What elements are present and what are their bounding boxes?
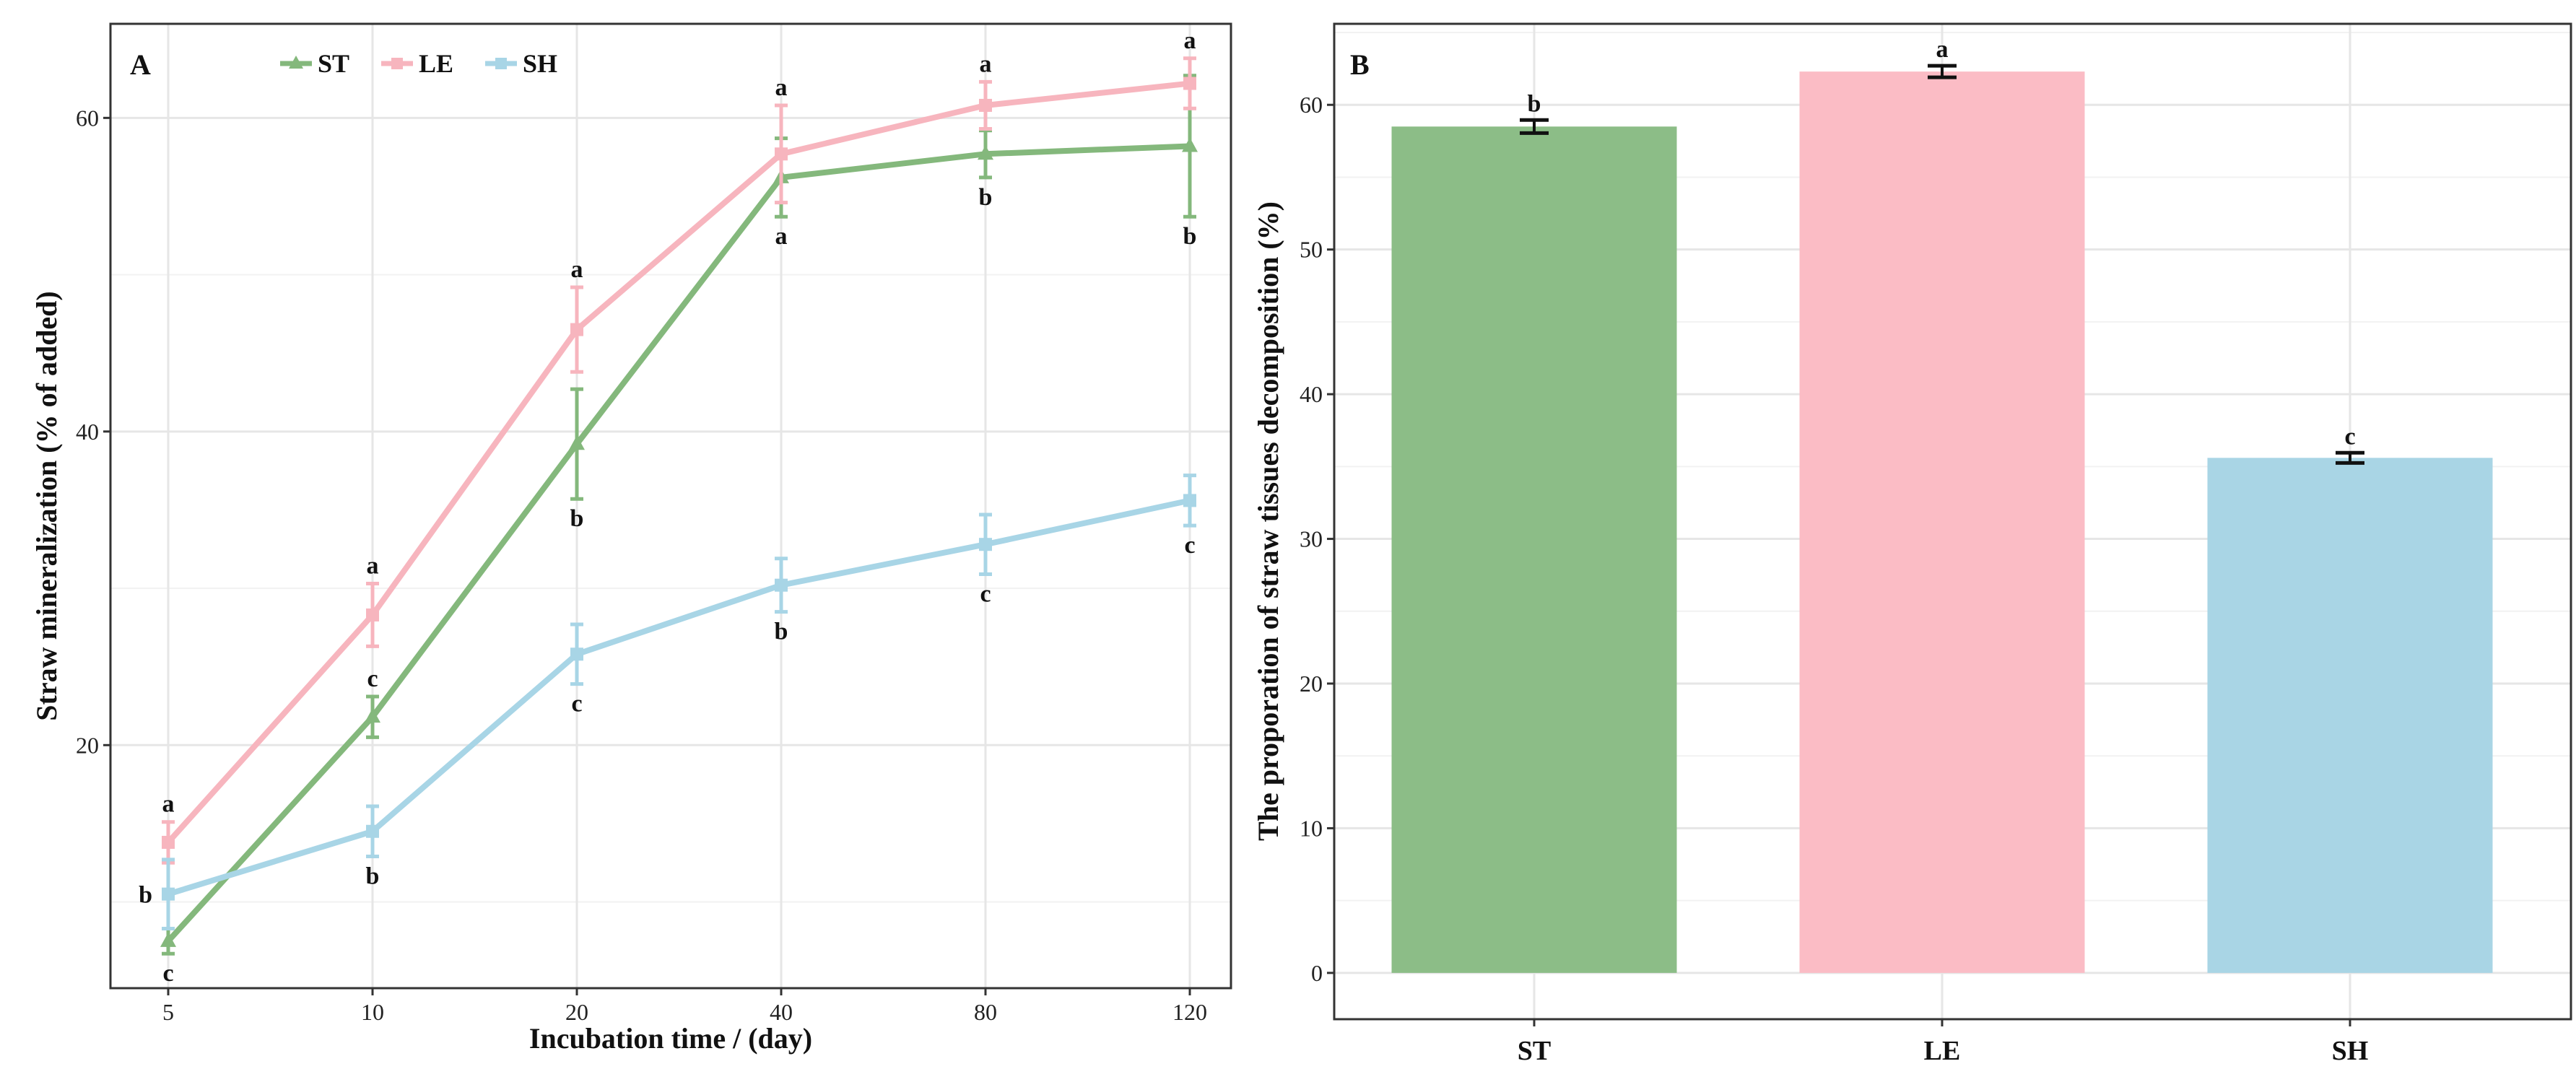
- series-sh-point: [1183, 494, 1196, 507]
- panel-b-y-tick-label: 30: [1300, 526, 1323, 552]
- legend-le-marker: [391, 58, 403, 69]
- panel-a-x-tick-label: 40: [770, 999, 793, 1025]
- panel-b-frame: [1333, 22, 2572, 1021]
- legend-sh-marker: [495, 58, 507, 69]
- series-le-point: [570, 323, 583, 336]
- series-st-point: [978, 145, 993, 160]
- bar-significance-letter: b: [1528, 90, 1541, 117]
- panel-b-y-tick-label: 10: [1300, 815, 1323, 841]
- panel-b-y-tick-label: 50: [1300, 237, 1323, 263]
- panel-a-x-tick-label: 20: [565, 999, 588, 1025]
- significance-letter: a: [775, 74, 788, 101]
- series-sh-point: [162, 887, 175, 901]
- panel-a-y-tick-label: 40: [76, 419, 99, 445]
- panel-a-x-tick-label: 120: [1172, 999, 1207, 1025]
- panel-a-y-tick-label: 60: [76, 105, 99, 131]
- panel-b-y-tick-label: 40: [1300, 381, 1323, 407]
- series-sh: [162, 474, 1196, 930]
- series-sh-point: [979, 538, 992, 551]
- panel-a-frame: [109, 22, 1232, 990]
- bar-significance-letter: a: [1936, 36, 1949, 63]
- series-st-line: [166, 143, 1191, 943]
- panel-a-y-axis-title: Straw mineralization (% of added): [30, 291, 63, 721]
- series-le-point: [1183, 77, 1196, 90]
- significance-letter: b: [570, 505, 584, 532]
- panel-b-x-tick-label: LE: [1924, 1036, 1961, 1066]
- bar-significance-letter: c: [2344, 423, 2355, 450]
- significance-letter: c: [367, 666, 378, 692]
- legend-st-label: ST: [318, 49, 349, 78]
- significance-letter: c: [980, 580, 991, 607]
- panel-a-x-tick-label: 5: [162, 999, 174, 1025]
- significance-letter: a: [571, 256, 583, 283]
- significance-letter: a: [775, 223, 788, 250]
- series-le-point: [775, 147, 788, 161]
- series-le-line: [166, 80, 1191, 845]
- significance-letter: b: [1183, 223, 1197, 250]
- significance-letter: c: [571, 691, 582, 717]
- panel-b-y-tick-label: 60: [1300, 92, 1323, 118]
- series-le-point: [366, 608, 379, 621]
- significance-letter: a: [1184, 27, 1196, 54]
- panel-b-y-tick-label: 20: [1300, 671, 1323, 697]
- series-sh-point: [775, 578, 788, 592]
- significance-letter: c: [162, 960, 173, 987]
- series-sh-point: [570, 647, 583, 661]
- panel-a-x-tick-label: 10: [361, 999, 384, 1025]
- series-st-point: [569, 435, 585, 450]
- panel-b-label: B: [1350, 48, 1370, 81]
- significance-letter: b: [366, 863, 380, 890]
- series-st-point: [365, 708, 380, 723]
- series-sh-point: [366, 824, 379, 838]
- significance-letter: b: [139, 882, 152, 909]
- series-le-point: [979, 98, 992, 112]
- panel-a-legend: ST LE SH: [280, 49, 557, 78]
- significance-letter: a: [367, 553, 379, 580]
- legend-sh-label: SH: [523, 49, 557, 78]
- series-st-point: [160, 932, 176, 947]
- panel-b-x-tick-label: SH: [2332, 1036, 2369, 1066]
- significance-letter: a: [980, 51, 992, 77]
- bar-sh: [2207, 458, 2493, 973]
- legend-le-label: LE: [419, 49, 453, 78]
- significance-letter: a: [162, 791, 175, 818]
- panel-b-bar-chart: b a c 0 10 20 30 40 50 60 ST LE SH B The proporati…: [1252, 22, 2572, 1066]
- panel-a-x-axis-title: Incubation time / (day): [529, 1022, 812, 1055]
- series-st-point: [1182, 137, 1198, 152]
- legend-st-marker: [289, 56, 303, 69]
- significance-letter: b: [775, 619, 788, 645]
- significance-letter: c: [1184, 532, 1195, 559]
- bar-st: [1391, 126, 1677, 973]
- series-le: [162, 56, 1196, 865]
- significance-letter: b: [979, 184, 993, 211]
- panel-a-label: A: [130, 48, 151, 81]
- series-sh-line: [167, 497, 1191, 897]
- panel-a-line-chart: c c b a b b a a a a a a b b c b c c 20 40 60 5 10 20 40 80 120 A…: [30, 22, 1232, 1055]
- panel-b-y-axis-title: The proporation of straw tissues decompo…: [1252, 201, 1284, 841]
- series-le-point: [162, 835, 175, 849]
- panel-b-x-tick-label: ST: [1518, 1036, 1551, 1066]
- panel-b-y-tick-label: 0: [1311, 960, 1323, 986]
- bar-le: [1799, 71, 2085, 973]
- panel-a-y-tick-label: 20: [76, 732, 99, 758]
- panel-a-x-tick-label: 80: [974, 999, 997, 1025]
